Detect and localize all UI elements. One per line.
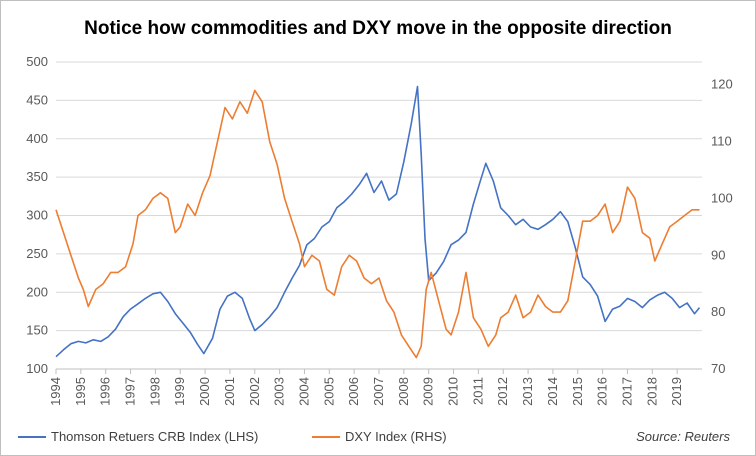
left-axis-ticks: 100 150 200 250 300 350 400 450 500 bbox=[26, 54, 48, 376]
legend-label: DXY Index (RHS) bbox=[345, 429, 447, 444]
chart-title: Notice how commodities and DXY move in t… bbox=[84, 18, 672, 39]
right-axis-ticks: 70 80 90 100 110 120 bbox=[711, 77, 733, 376]
y-right-tick-label: 80 bbox=[711, 304, 725, 319]
dxy-index-line bbox=[55, 89, 700, 359]
x-tick-label: 2001 bbox=[222, 377, 237, 406]
y-left-tick-label: 400 bbox=[26, 131, 48, 146]
y-right-tick-label: 90 bbox=[711, 247, 725, 262]
x-tick-label: 2011 bbox=[470, 377, 485, 405]
x-tick-label: 2008 bbox=[396, 377, 411, 406]
x-tick-label: 2009 bbox=[421, 377, 436, 406]
y-left-tick-label: 250 bbox=[26, 246, 48, 261]
x-tick-label: 2003 bbox=[272, 377, 287, 406]
y-left-tick-label: 150 bbox=[26, 323, 48, 338]
y-right-tick-label: 70 bbox=[711, 361, 725, 376]
x-axis-ticks: 1994 1995 1996 1997 1998 1999 2000 2001 2002 2003… bbox=[48, 369, 684, 406]
y-left-tick-label: 450 bbox=[26, 92, 48, 107]
crb-index-line bbox=[55, 85, 701, 358]
x-tick-label: 2000 bbox=[197, 377, 212, 406]
x-tick-label: 2010 bbox=[446, 377, 461, 406]
y-right-tick-label: 100 bbox=[711, 190, 733, 205]
gridlines bbox=[56, 61, 702, 370]
x-tick-label: 1997 bbox=[123, 377, 138, 406]
y-left-tick-label: 500 bbox=[26, 54, 48, 69]
x-tick-label: 2005 bbox=[321, 377, 336, 406]
y-right-tick-label: 110 bbox=[711, 134, 732, 149]
x-tick-label: 2016 bbox=[595, 377, 610, 406]
source-note: Source: Reuters bbox=[636, 429, 730, 444]
x-tick-label: 2017 bbox=[619, 377, 634, 406]
legend: Thomson Retuers CRB Index (LHS) DXY Index… bbox=[18, 429, 447, 444]
y-left-tick-label: 350 bbox=[26, 169, 48, 184]
x-tick-label: 2002 bbox=[247, 377, 262, 406]
y-left-tick-label: 300 bbox=[26, 208, 48, 223]
legend-label: Thomson Retuers CRB Index (LHS) bbox=[51, 429, 258, 444]
y-left-tick-label: 200 bbox=[26, 284, 48, 299]
x-tick-label: 1999 bbox=[172, 377, 187, 406]
series-lines bbox=[55, 85, 701, 359]
x-tick-label: 1995 bbox=[73, 377, 88, 406]
x-tick-label: 2012 bbox=[495, 377, 510, 406]
x-tick-label: 1994 bbox=[48, 377, 63, 406]
x-tick-label: 1998 bbox=[147, 377, 162, 406]
x-tick-label: 2006 bbox=[346, 377, 361, 406]
x-tick-label: 2015 bbox=[570, 377, 585, 406]
y-left-tick-label: 100 bbox=[26, 361, 48, 376]
x-tick-label: 1996 bbox=[98, 377, 113, 406]
x-tick-label: 2007 bbox=[371, 377, 386, 406]
x-tick-label: 2014 bbox=[545, 377, 560, 406]
x-tick-label: 2013 bbox=[520, 377, 535, 406]
x-tick-label: 2019 bbox=[669, 377, 684, 406]
y-right-tick-label: 120 bbox=[711, 77, 733, 92]
x-tick-label: 2004 bbox=[296, 377, 311, 406]
x-tick-label: 2018 bbox=[644, 377, 659, 406]
